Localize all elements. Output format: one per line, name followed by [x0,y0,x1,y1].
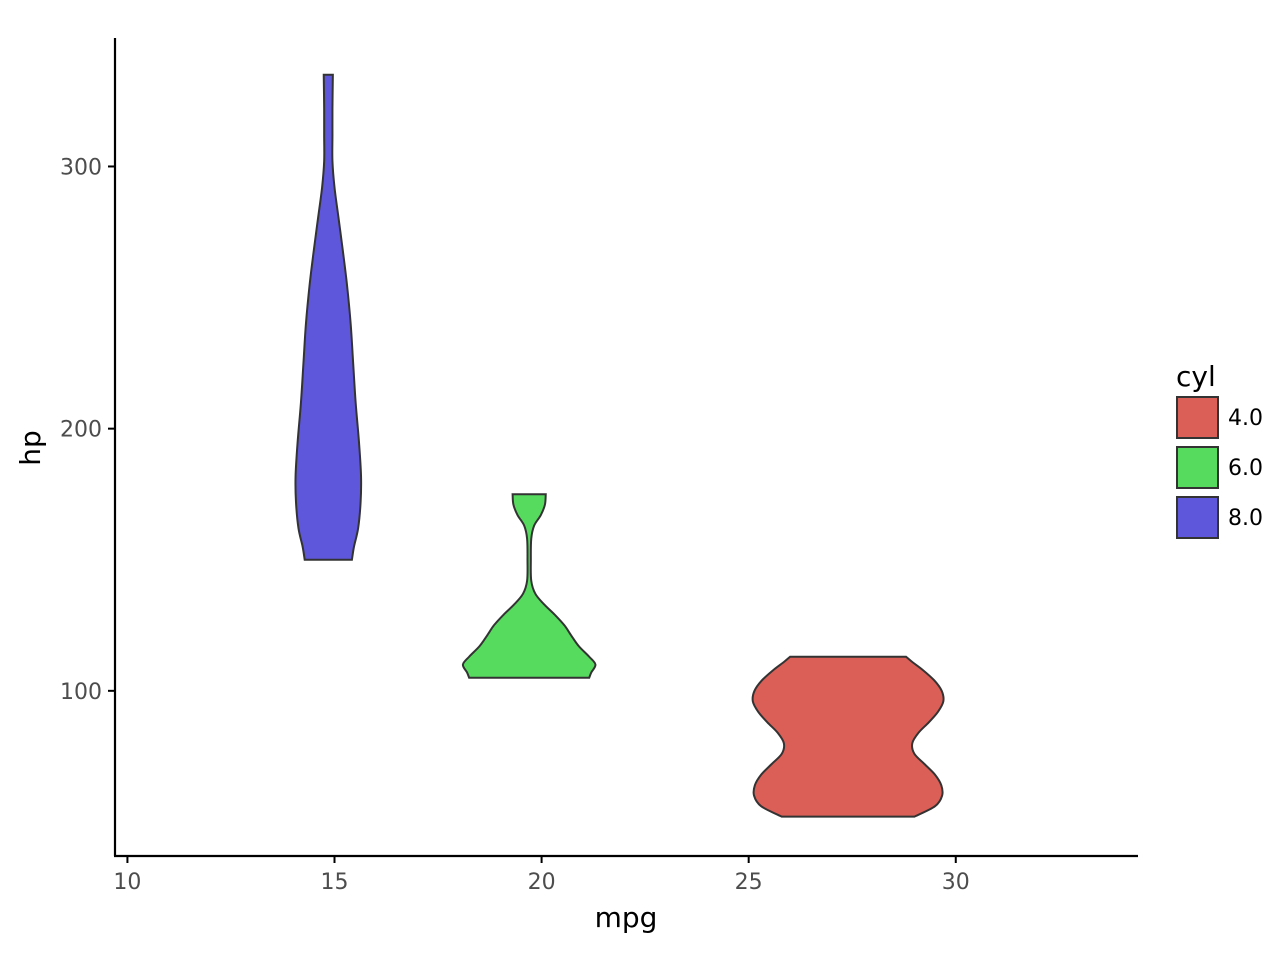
y-axis-title: hp [14,430,47,466]
legend-title: cyl [1176,360,1216,393]
legend-key-6.0 [1176,446,1219,489]
violins-layer [294,73,945,818]
y-axis-ticks: 100 200 300 [60,155,115,705]
y-tick-label: 100 [60,680,102,705]
legend-label-8.0: 8.0 [1228,506,1263,531]
x-tick-label: 15 [321,870,349,895]
y-tick-label: 300 [60,155,102,180]
x-tick-label: 20 [528,870,556,895]
x-axis-title: mpg [595,901,658,934]
x-tick-label: 30 [942,870,970,895]
violin-cyl-4.0 [751,655,945,818]
legend-label-4.0: 4.0 [1228,406,1263,431]
violin-cyl-6.0 [461,493,597,679]
violin-cyl-8.0 [294,73,363,561]
legend: cyl 4.0 6.0 8.0 [1176,360,1263,539]
x-tick-label: 10 [113,870,141,895]
legend-key-8.0 [1176,496,1219,539]
legend-key-4.0 [1176,396,1219,439]
legend-label-6.0: 6.0 [1228,456,1263,481]
y-tick-label: 200 [60,418,102,443]
x-tick-label: 25 [735,870,763,895]
x-axis-ticks: 10 15 20 25 30 [113,856,970,895]
